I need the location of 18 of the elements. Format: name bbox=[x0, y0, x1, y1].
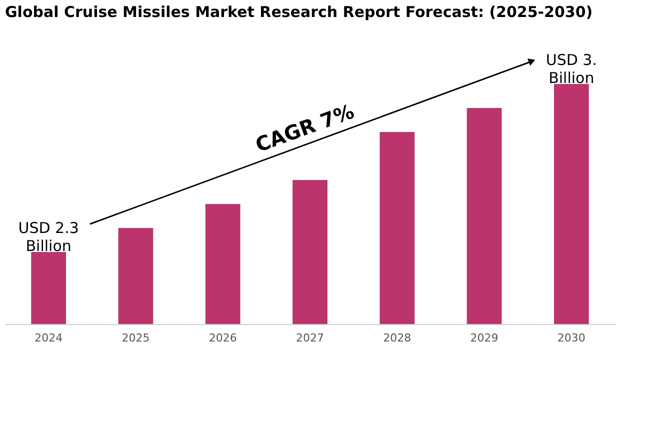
x-tick-label: 2025 bbox=[122, 332, 150, 344]
x-tick-label: 2029 bbox=[470, 332, 498, 344]
x-tick-label: 2027 bbox=[296, 332, 324, 344]
chart-title: Global Cruise Missiles Market Research Report Forecast: (2025-2030) bbox=[5, 3, 593, 21]
x-tick-label: 2024 bbox=[34, 332, 63, 344]
bar bbox=[292, 180, 328, 324]
annotation: USD 2.3 Billion bbox=[18, 219, 79, 255]
x-tick-label: 2026 bbox=[208, 332, 237, 344]
bar bbox=[554, 84, 589, 324]
bar bbox=[380, 132, 415, 324]
annotation: USD 3. Billion bbox=[546, 51, 597, 87]
annotation: CAGR 7% bbox=[252, 99, 358, 157]
bar bbox=[205, 204, 240, 324]
x-tick-label: 2028 bbox=[383, 332, 412, 344]
x-tick-label: 2030 bbox=[557, 332, 586, 344]
bar bbox=[118, 228, 154, 324]
bar bbox=[31, 252, 66, 324]
bar bbox=[466, 108, 502, 324]
